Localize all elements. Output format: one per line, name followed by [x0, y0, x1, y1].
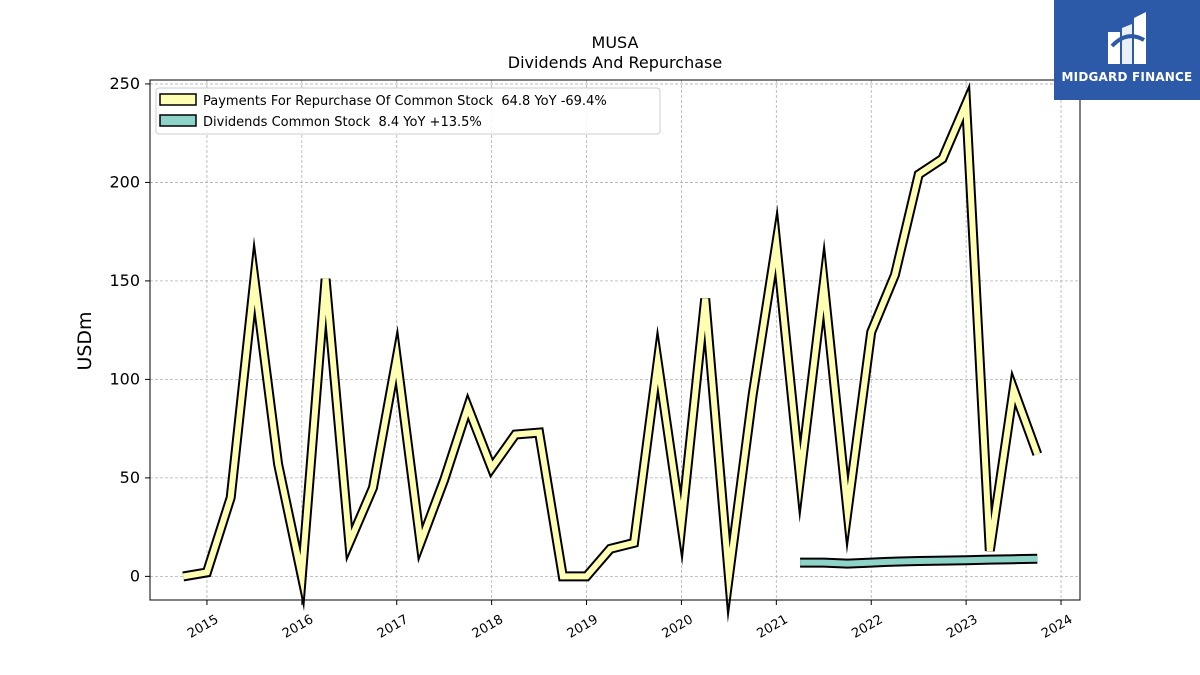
x-tick-label: 2023 — [944, 612, 980, 642]
x-tick-label: 2021 — [754, 612, 790, 642]
legend-label-dividends: Dividends Common Stock 8.4 YoY +13.5% — [203, 115, 482, 130]
y-tick-label: 100 — [109, 369, 140, 388]
legend-swatch-repurchase — [159, 93, 197, 106]
legend: Payments For Repurchase Of Common Stock … — [155, 87, 661, 135]
brand-logo: MIDGARD FINANCE — [1054, 0, 1200, 100]
plot-frame — [149, 79, 1081, 601]
x-tick-label: 2020 — [660, 612, 696, 642]
x-tick-label: 2018 — [470, 612, 506, 642]
logo-mark-icon — [1108, 12, 1146, 64]
logo-text: MIDGARD FINANCE — [1061, 70, 1193, 84]
legend-label-repurchase: Payments For Repurchase Of Common Stock … — [203, 94, 607, 109]
legend-swatch-dividends — [159, 114, 197, 127]
chart-title: MUSA — [592, 33, 639, 52]
x-tick-label: 2015 — [185, 612, 221, 642]
series-line-0 — [182, 90, 1041, 605]
series-outline-0 — [182, 81, 1042, 623]
x-tick-label: 2016 — [280, 612, 316, 642]
series-line-1 — [800, 555, 1038, 567]
series-lines — [182, 81, 1042, 623]
x-tick-label: 2017 — [375, 612, 411, 642]
x-tick-label: 2019 — [565, 612, 601, 642]
y-tick-label: 0 — [130, 566, 140, 585]
x-tick-label: 2022 — [849, 612, 885, 642]
legend-frame — [155, 87, 661, 135]
y-tick-label: 50 — [120, 468, 140, 487]
y-tick-label: 150 — [109, 271, 140, 290]
x-tick-label: 2024 — [1039, 612, 1075, 642]
y-axis-label: USDm — [74, 311, 96, 370]
chart-subtitle: Dividends And Repurchase — [508, 53, 722, 72]
y-tick-label: 200 — [109, 172, 140, 191]
y-tick-label: 250 — [109, 74, 140, 93]
